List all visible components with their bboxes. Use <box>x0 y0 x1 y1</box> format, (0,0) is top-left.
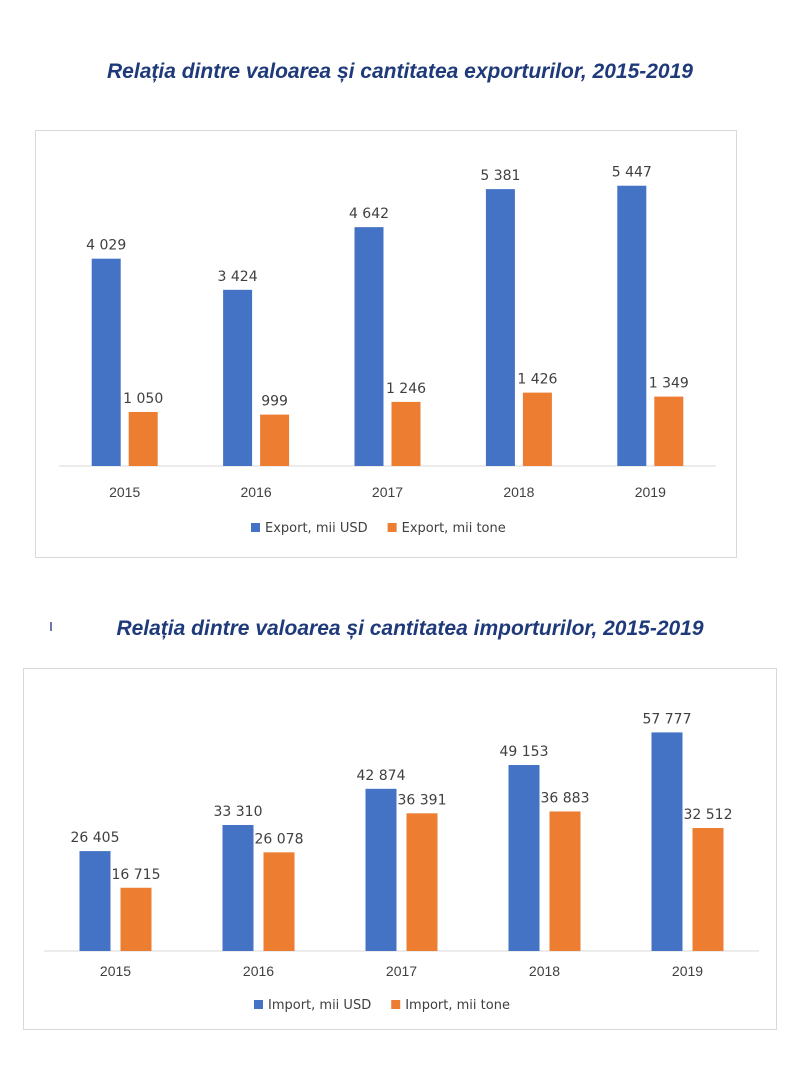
legend-swatch-quantity <box>387 523 397 532</box>
bar-value-2018 <box>485 189 515 466</box>
data-label-value-2017: 4 642 <box>349 206 389 222</box>
bar-quantity-2018 <box>522 392 552 466</box>
data-label-quantity-2015: 1 050 <box>123 391 163 407</box>
x-tick-label-2019: 2019 <box>672 963 703 979</box>
bar-quantity-2015 <box>128 411 158 466</box>
import-chart-title: Relația dintre valoarea și cantitatea im… <box>116 617 704 640</box>
data-label-value-2015: 4 029 <box>86 238 126 254</box>
legend-swatch-value <box>251 523 260 532</box>
data-label-value-2016: 3 424 <box>218 269 258 285</box>
bar-value-2018 <box>508 765 540 951</box>
x-tick-label-2015: 2015 <box>109 484 140 500</box>
x-tick-label-2019: 2019 <box>635 484 666 500</box>
data-label-quantity-2017: 1 246 <box>386 381 426 397</box>
legend-label-quantity: Export, mii tone <box>402 521 506 536</box>
bar-value-2016 <box>222 824 254 951</box>
x-tick-label-2018: 2018 <box>503 484 534 500</box>
x-tick-label-2015: 2015 <box>100 963 131 979</box>
import-chart-frame: 26 405 16 715 2015 33 310 26 078 2016 42 874 36… <box>23 668 777 1030</box>
data-label-quantity-2018: 36 883 <box>541 790 590 806</box>
bar-quantity-2018 <box>549 811 581 951</box>
x-tick-label-2017: 2017 <box>372 484 403 500</box>
data-label-quantity-2016: 26 078 <box>255 831 304 847</box>
data-label-value-2015: 26 405 <box>71 830 120 846</box>
x-tick-label-2017: 2017 <box>386 963 417 979</box>
data-label-value-2019: 57 777 <box>643 711 692 727</box>
x-tick-label-2016: 2016 <box>243 963 274 979</box>
legend: Export, mii USD Export, mii tone <box>251 521 506 536</box>
bar-quantity-2016 <box>263 852 295 951</box>
bar-value-2019 <box>651 732 683 951</box>
x-tick-label-2016: 2016 <box>241 484 272 500</box>
bar-value-2019 <box>617 185 647 466</box>
data-label-value-2018: 5 381 <box>480 168 520 184</box>
export-chart-title: Relația dintre valoarea și cantitatea ex… <box>107 60 693 83</box>
bar-value-2017 <box>365 788 397 951</box>
data-label-quantity-2015: 16 715 <box>112 867 161 883</box>
bar-value-2017 <box>354 227 384 466</box>
data-label-value-2018: 49 153 <box>500 744 549 760</box>
legend-label-value: Import, mii USD <box>268 998 371 1013</box>
legend-label-quantity: Import, mii tone <box>405 998 510 1013</box>
stray-mark <box>50 622 52 631</box>
data-label-quantity-2016: 999 <box>261 394 288 410</box>
bar-quantity-2019 <box>654 396 684 466</box>
bar-value-2015 <box>91 258 121 466</box>
data-label-quantity-2019: 32 512 <box>684 807 733 823</box>
legend-swatch-value <box>254 1000 263 1009</box>
legend-swatch-quantity <box>391 1000 401 1009</box>
data-label-quantity-2017: 36 391 <box>398 792 447 808</box>
data-label-value-2016: 33 310 <box>214 804 263 820</box>
bar-quantity-2019 <box>692 827 724 951</box>
data-label-value-2019: 5 447 <box>612 165 652 181</box>
bar-quantity-2015 <box>120 887 152 951</box>
bar-quantity-2016 <box>260 414 290 466</box>
legend: Import, mii USD Import, mii tone <box>254 998 510 1013</box>
x-tick-label-2018: 2018 <box>529 963 560 979</box>
export-chart-frame: 4 029 1 050 2015 3 424 999 2016 4 642 1 246 2017… <box>35 130 737 558</box>
bar-value-2016 <box>223 289 253 466</box>
export-chart-svg: 4 029 1 050 2015 3 424 999 2016 4 642 1 246 2017… <box>59 165 716 536</box>
import-chart-svg: 26 405 16 715 2015 33 310 26 078 2016 42 874 36… <box>44 711 759 1013</box>
data-label-quantity-2019: 1 349 <box>649 376 689 392</box>
data-label-value-2017: 42 874 <box>357 768 406 784</box>
bar-value-2015 <box>79 851 111 951</box>
legend-label-value: Export, mii USD <box>265 521 368 536</box>
data-label-quantity-2018: 1 426 <box>517 372 557 388</box>
bar-quantity-2017 <box>391 401 421 466</box>
bar-quantity-2017 <box>406 813 438 951</box>
